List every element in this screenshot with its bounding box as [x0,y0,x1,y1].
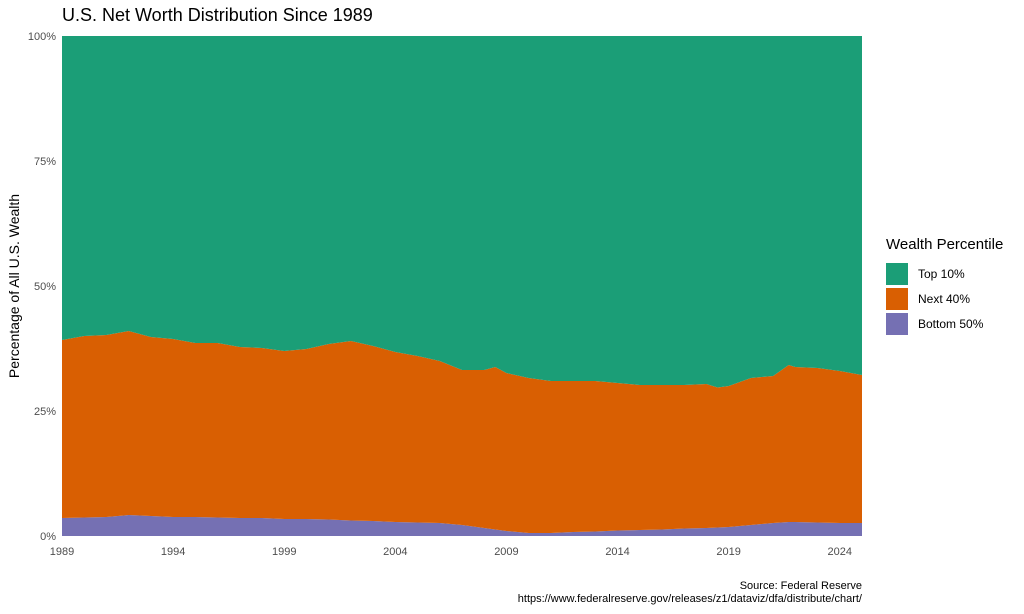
y-tick-label: 100% [28,31,56,43]
caption: Source: Federal Reserve https://www.fede… [518,580,862,606]
caption-url: https://www.federalreserve.gov/releases/… [517,593,862,605]
area-top-10- [62,36,862,388]
legend-swatch [886,262,908,285]
legend-swatch [886,287,908,310]
legend-label: Next 40% [918,291,971,306]
legend-item: Next 40% [886,286,1003,311]
x-tick-label: 2014 [605,546,629,558]
y-tick-label: 75% [34,156,56,168]
x-tick-label: 2009 [494,546,518,558]
legend-swatch [886,312,908,335]
chart-title: U.S. Net Worth Distribution Since 1989 [62,5,373,25]
x-tick-label: 1989 [50,546,74,558]
x-tick-label: 1999 [272,546,296,558]
y-tick-label: 50% [34,281,56,293]
x-tick-label: 1994 [161,546,185,558]
area-bottom-50- [62,515,862,536]
x-tick-label: 2024 [828,546,852,558]
x-tick-label: 2004 [383,546,407,558]
area-next-40- [62,331,862,533]
legend-label: Top 10% [918,266,965,281]
legend-label: Bottom 50% [918,316,984,331]
y-tick-label: 25% [34,406,56,418]
legend-item: Bottom 50% [886,311,1003,336]
y-tick-label: 0% [40,531,56,543]
x-tick-label: 2019 [716,546,740,558]
caption-source: Source: Federal Reserve [739,580,862,592]
legend: Wealth Percentile Top 10% Next 40% Bottom … [886,236,1003,336]
legend-title: Wealth Percentile [886,236,1004,253]
legend-item: Top 10% [886,261,1003,286]
